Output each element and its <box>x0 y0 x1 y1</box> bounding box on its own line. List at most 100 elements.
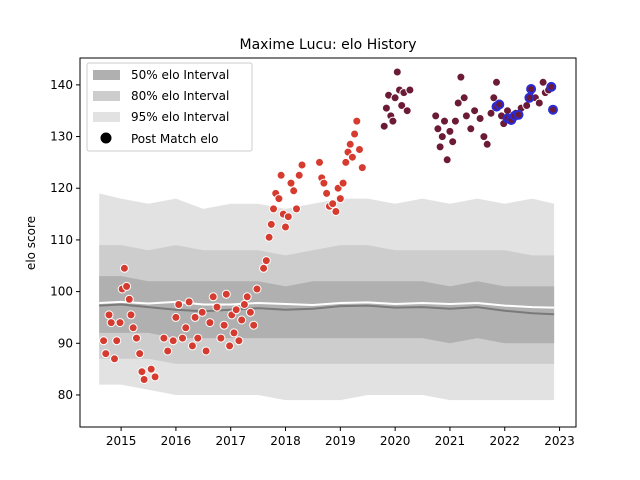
point-early <box>208 292 218 302</box>
point-early <box>197 307 207 317</box>
point-early <box>276 170 286 180</box>
point-early <box>212 302 222 312</box>
point-late <box>461 111 471 121</box>
point-early <box>221 289 231 299</box>
point-early <box>178 333 187 343</box>
x-tick-label: 2021 <box>435 434 466 448</box>
point-late <box>433 124 443 134</box>
point-early <box>249 320 259 330</box>
point-late <box>489 93 499 103</box>
plot-frame <box>79 57 577 428</box>
point-late <box>534 98 544 108</box>
point-early <box>331 207 341 216</box>
y-tick-label: 120 <box>50 181 73 195</box>
point-early <box>274 194 284 204</box>
point-recent <box>524 92 535 103</box>
point-late <box>459 93 469 103</box>
point-early <box>132 333 141 343</box>
legend-swatch-80 <box>93 91 120 101</box>
point-recent <box>494 99 505 110</box>
point-early <box>119 263 129 273</box>
point-late <box>456 72 466 82</box>
point-early <box>239 300 249 309</box>
x-tick-label: 2016 <box>161 434 192 448</box>
legend-label-80: 80% elo Interval <box>131 89 229 103</box>
point-early <box>292 204 301 214</box>
point-late <box>492 77 501 87</box>
legend-marker-post-match <box>100 132 112 144</box>
point-early <box>124 294 134 304</box>
point-late <box>390 93 400 103</box>
point-recent <box>546 81 557 92</box>
point-early <box>184 297 194 307</box>
point-late <box>379 121 389 131</box>
point-early <box>289 186 299 196</box>
point-early <box>181 323 191 333</box>
point-late <box>475 114 485 123</box>
point-early <box>159 333 169 343</box>
point-early <box>150 372 160 382</box>
point-late <box>392 67 402 77</box>
point-early <box>163 346 173 356</box>
point-late <box>388 116 398 126</box>
point-early <box>294 170 304 180</box>
point-late <box>538 77 548 87</box>
y-axis-label: elo score <box>24 216 38 270</box>
point-early <box>216 333 226 343</box>
x-tick-label: 2018 <box>270 434 301 448</box>
point-early <box>259 263 269 273</box>
point-early <box>106 318 116 328</box>
point-early <box>225 341 235 351</box>
point-early <box>128 323 138 333</box>
point-late <box>442 155 452 165</box>
point-late <box>482 139 492 149</box>
point-early <box>205 318 215 328</box>
point-early <box>269 204 278 214</box>
point-early <box>347 152 357 162</box>
legend-label-50: 50% elo Interval <box>131 68 229 82</box>
point-late <box>445 126 455 136</box>
legend-label-95: 95% elo Interval <box>131 110 229 124</box>
point-early <box>139 375 149 384</box>
y-tick-label: 140 <box>50 78 73 92</box>
x-tick-label: 2017 <box>215 434 246 448</box>
point-early <box>104 310 114 320</box>
x-tick-label: 2023 <box>544 434 575 448</box>
point-late <box>437 132 447 142</box>
point-early <box>328 199 338 209</box>
point-early <box>352 116 362 126</box>
point-early <box>190 312 200 322</box>
mean-line <box>99 300 555 309</box>
point-early <box>338 178 348 188</box>
point-early <box>283 212 293 222</box>
y-tick-label: 80 <box>58 388 73 402</box>
point-early <box>219 320 229 330</box>
point-early <box>234 336 244 346</box>
point-early <box>201 346 211 356</box>
point-early <box>242 292 252 302</box>
point-early <box>245 307 255 317</box>
point-early <box>281 222 290 232</box>
point-early <box>252 284 262 294</box>
point-early <box>264 232 274 242</box>
y-tick-label: 100 <box>50 285 73 299</box>
point-recent <box>513 109 524 120</box>
point-early <box>137 367 147 377</box>
point-late <box>470 106 480 116</box>
point-late <box>448 137 458 147</box>
point-early <box>357 163 367 173</box>
point-early <box>112 336 122 346</box>
legend: 50% elo Interval 80% elo Interval 95% el… <box>86 62 253 152</box>
point-early <box>341 157 351 167</box>
point-recent <box>548 104 558 115</box>
point-early <box>171 312 181 322</box>
data-points <box>99 67 558 384</box>
x-tick-label: 2022 <box>489 434 520 448</box>
point-early <box>101 349 111 359</box>
point-late <box>466 124 476 134</box>
point-late <box>397 101 407 110</box>
point-early <box>168 336 178 346</box>
point-late <box>453 98 463 108</box>
x-tick-label: 2019 <box>325 434 356 448</box>
